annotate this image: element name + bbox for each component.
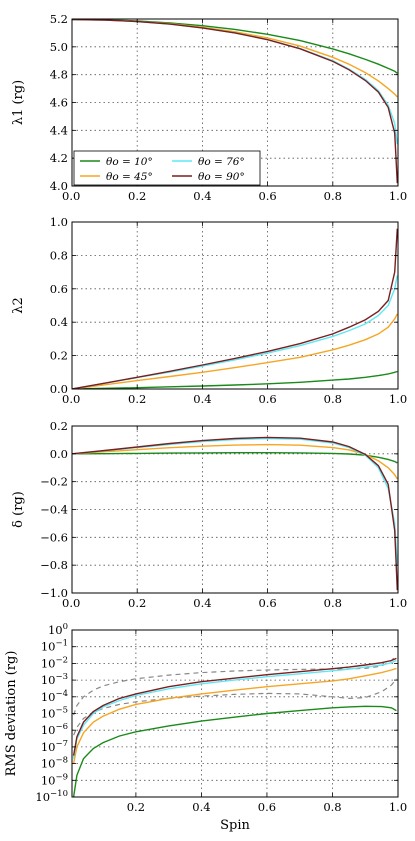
panel2-ytick-label-4: 0.8: [50, 248, 68, 262]
panel1-xtick-label-5: 1.0: [389, 189, 407, 203]
panel1-ytick-label-1: 4.2: [50, 151, 68, 165]
panel2-ylabel: λ2: [11, 297, 26, 314]
panel3-xtick-label-4: 0.8: [324, 596, 342, 610]
panel2-ytick-label-1: 0.2: [50, 349, 68, 363]
panel2-xtick-label-2: 0.4: [193, 392, 211, 406]
panel4-ytick-exponent-6: −4: [55, 689, 68, 699]
panel4-series-line-3: [72, 657, 397, 756]
legend-label-10: θo = 10°: [106, 156, 153, 168]
panel1-ytick-label-4: 4.8: [50, 68, 68, 82]
panel1-xtick-label-1: 0.2: [128, 189, 146, 203]
panel4-dashed-line-0: [73, 654, 397, 716]
panel4-ytick-exponent-3: −7: [55, 739, 68, 749]
panel4-ylabel: RMS deviation (rg): [4, 651, 19, 777]
panel4-ytick-exponent-5: −5: [55, 706, 68, 716]
panel4-xtick-label-4: 1.0: [389, 800, 407, 814]
panel4-ytick-label-3: 10−7: [41, 739, 68, 754]
panel3-ytick-label-3: −0.4: [40, 503, 68, 517]
panel3-series-line-0: [72, 452, 398, 464]
panel4-series-line-2: [72, 659, 397, 759]
panel1-series-line-1: [72, 19, 398, 98]
panel1-xtick-label-2: 0.4: [193, 189, 211, 203]
panel1-series-line-3: [72, 19, 398, 184]
panel1-series-line-2: [72, 19, 398, 145]
panel3-xtick-label-3: 0.6: [258, 596, 276, 610]
legend-box: [73, 150, 261, 186]
panel2-series-line-3: [72, 228, 398, 389]
panel4-ytick-exponent-7: −3: [55, 672, 68, 682]
panel3-xtick-label-1: 0.2: [128, 596, 146, 610]
panel4-ytick-exponent-1: −9: [55, 772, 68, 782]
panel4-ytick-label-10: 100: [48, 622, 68, 637]
panel4-ytick-label-0: 10−10: [35, 789, 68, 804]
panel2-ytick-label-5: 1.0: [50, 215, 68, 229]
panel4-ytick-label-6: 10−4: [41, 689, 68, 704]
panel4-ytick-label-7: 10−3: [41, 672, 68, 687]
panel4-xtick-label-1: 0.4: [192, 800, 210, 814]
panel4-xtick-label-3: 0.8: [323, 800, 341, 814]
panel3-ytick-label-1: −0.8: [40, 558, 68, 572]
panel4-ytick-exponent-8: −2: [55, 655, 68, 665]
panel4-ytick-exponent-4: −6: [55, 722, 68, 732]
panel4-xlabel: Spin: [220, 818, 250, 833]
panel2-xtick-label-5: 1.0: [389, 392, 407, 406]
panel4-xtick-label-0: 0.2: [127, 800, 145, 814]
panel2-xtick-label-0: 0.0: [62, 392, 80, 406]
panel4-ytick-label-4: 10−6: [41, 722, 68, 737]
panel4-series-line-0: [72, 705, 397, 797]
panel3-xtick-label-0: 0.0: [62, 596, 80, 610]
panel2-series-line-1: [72, 313, 398, 389]
panel3-ytick-label-5: 0.0: [50, 447, 68, 461]
panel3-series-line-1: [72, 443, 398, 480]
panel2-axes-frame: [71, 221, 399, 390]
panel4-ytick-exponent-9: −1: [55, 639, 68, 649]
panel2-ytick-label-3: 0.6: [50, 282, 68, 296]
panel1-ytick-label-2: 4.4: [50, 123, 68, 137]
panel1-ylabel: λ1 (rg): [11, 80, 26, 125]
panel1-ytick-label-0: 4.0: [50, 179, 68, 193]
panel4-ytick-label-5: 10−5: [41, 706, 68, 721]
panel3-ylabel: δ (rg): [11, 491, 26, 528]
panel1-xtick-label-3: 0.6: [258, 189, 276, 203]
panel2-ytick-label-2: 0.4: [50, 315, 68, 329]
panel3-ytick-label-2: −0.6: [40, 530, 68, 544]
panel1-ytick-label-5: 5.0: [50, 40, 68, 54]
panel4-xtick-label-2: 0.6: [258, 800, 276, 814]
panel1-xtick-label-4: 0.8: [324, 189, 342, 203]
panel4-ytick-label-1: 10−9: [41, 772, 68, 787]
panel3-series-line-3: [72, 436, 398, 591]
panel3-ytick-label-0: −1.0: [40, 586, 68, 600]
legend: θo = 10° θo = 45° θo = 76° θo = 90°: [73, 150, 261, 186]
panel2-xtick-label-4: 0.8: [324, 392, 342, 406]
panel2-series-line-0: [72, 370, 398, 389]
panel4-series-line-1: [72, 667, 397, 764]
panel3-xtick-label-5: 1.0: [389, 596, 407, 610]
panel1-xtick-label-0: 0.0: [62, 189, 80, 203]
panel4-ytick-label-2: 10−8: [41, 756, 68, 771]
panel3-series-line-2: [72, 437, 398, 566]
panel4-ytick-label-8: 10−2: [41, 655, 68, 670]
panel2-xtick-label-3: 0.6: [258, 392, 276, 406]
legend-label-90: θo = 90°: [198, 171, 245, 183]
panel2-ytick-label-0: 0.0: [50, 382, 68, 396]
panel3-ytick-label-6: 0.2: [50, 419, 68, 433]
legend-label-45: θo = 45°: [106, 171, 153, 183]
panel2-series-line-2: [72, 275, 398, 389]
panel3-xtick-label-2: 0.4: [193, 596, 211, 610]
legend-label-76: θo = 76°: [198, 156, 245, 168]
panel4-ytick-exponent-2: −8: [55, 756, 68, 766]
panel1-ytick-label-6: 5.2: [50, 12, 68, 26]
panel2-xtick-label-1: 0.2: [128, 392, 146, 406]
panel3-ytick-label-4: −0.2: [40, 475, 68, 489]
panel4-ytick-exponent-0: −10: [50, 789, 68, 799]
panel1-ytick-label-3: 4.6: [50, 96, 68, 110]
panel4-ytick-exponent-10: 0: [63, 622, 68, 632]
panel4-ytick-label-9: 10−1: [41, 639, 68, 654]
